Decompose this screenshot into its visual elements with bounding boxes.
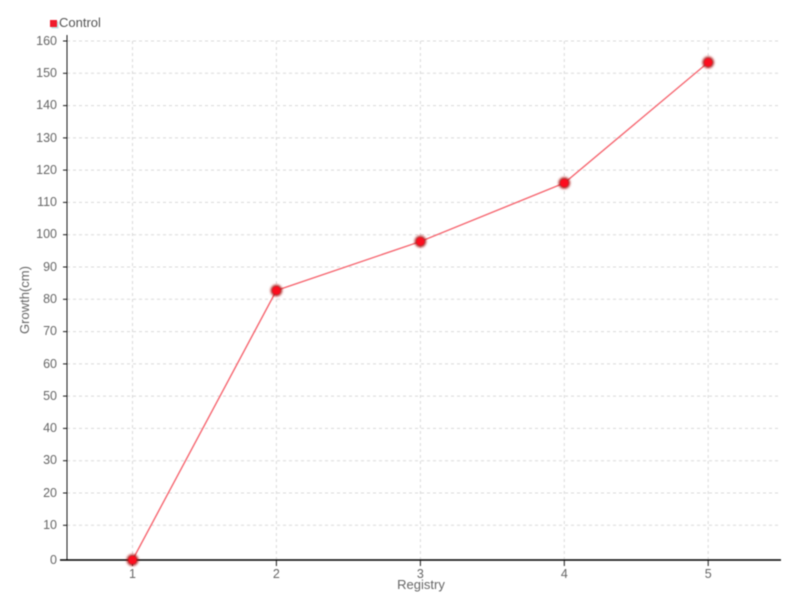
svg-text:40: 40 [43, 421, 57, 435]
svg-text:100: 100 [36, 227, 57, 241]
svg-text:50: 50 [43, 389, 57, 403]
svg-text:110: 110 [37, 195, 57, 209]
svg-text:0: 0 [50, 553, 57, 567]
svg-text:20: 20 [43, 486, 57, 500]
svg-text:Registry: Registry [397, 577, 445, 592]
svg-text:80: 80 [43, 292, 57, 306]
svg-text:160: 160 [36, 34, 57, 48]
svg-text:Growth(cm): Growth(cm) [17, 266, 32, 334]
svg-text:1: 1 [129, 567, 136, 581]
svg-text:10: 10 [43, 518, 57, 532]
svg-text:70: 70 [43, 324, 57, 338]
svg-text:2: 2 [273, 567, 280, 581]
svg-text:130: 130 [36, 131, 57, 145]
svg-text:150: 150 [36, 66, 57, 80]
svg-text:4: 4 [561, 567, 568, 581]
svg-text:30: 30 [43, 453, 57, 467]
svg-text:5: 5 [705, 567, 712, 581]
svg-text:120: 120 [36, 163, 57, 177]
svg-text:Control: Control [59, 15, 101, 30]
svg-text:140: 140 [36, 98, 57, 112]
svg-text:90: 90 [43, 260, 57, 274]
svg-text:60: 60 [43, 357, 57, 371]
